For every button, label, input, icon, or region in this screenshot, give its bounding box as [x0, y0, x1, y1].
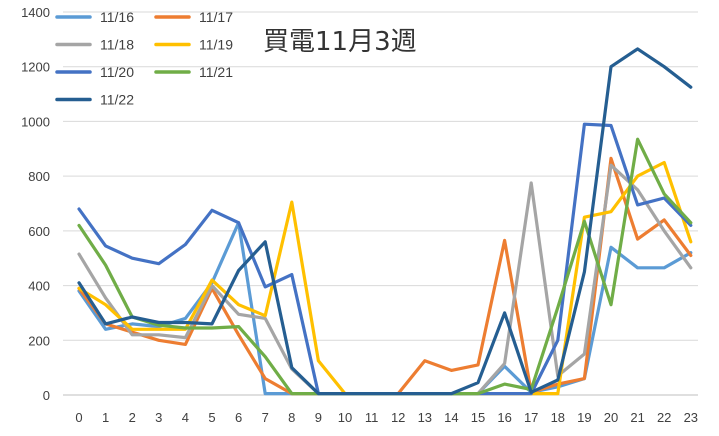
x-tick-label: 14 [444, 410, 458, 425]
x-tick-label: 17 [524, 410, 538, 425]
legend-label: 11/16 [100, 9, 134, 25]
legend-label: 11/17 [199, 9, 233, 25]
x-tick-label: 5 [208, 410, 215, 425]
series-line-11-21 [77, 137, 693, 396]
x-tick-label: 8 [288, 410, 295, 425]
legend-label: 11/20 [100, 64, 134, 80]
y-tick-label: 800 [28, 169, 50, 184]
x-tick-label: 6 [235, 410, 242, 425]
x-tick-label: 11 [365, 410, 379, 425]
x-tick-label: 1 [102, 410, 109, 425]
x-tick-label: 4 [182, 410, 189, 425]
x-tick-label: 23 [684, 410, 698, 425]
legend-label: 11/22 [100, 92, 134, 108]
x-tick-label: 21 [630, 410, 644, 425]
series-lines [77, 47, 693, 396]
x-axis-tick-labels: 0 1 2 3 4 5 6 7 8 9 10 11 12 13 14 15 16 17 18 19 20 21 22 23 [75, 410, 698, 425]
legend-label: 11/21 [199, 64, 233, 80]
series-line-11-19 [77, 160, 693, 396]
x-tick-label: 18 [551, 410, 565, 425]
y-tick-label: 200 [28, 333, 50, 348]
chart-title: 買電11月3週 [263, 27, 417, 57]
y-tick-label: 1200 [21, 60, 50, 75]
legend-label: 11/18 [100, 37, 134, 53]
x-tick-label: 22 [657, 410, 671, 425]
x-tick-label: 12 [391, 410, 405, 425]
x-tick-label: 3 [155, 410, 162, 425]
x-tick-label: 2 [129, 410, 136, 425]
x-tick-label: 13 [418, 410, 432, 425]
y-tick-label: 600 [28, 224, 50, 239]
y-tick-label: 1400 [21, 5, 50, 20]
x-tick-label: 20 [604, 410, 618, 425]
y-tick-label: 400 [28, 279, 50, 294]
gridlines [63, 11, 698, 396]
x-tick-label: 9 [315, 410, 322, 425]
series-line-11-17 [77, 156, 693, 396]
legend-label: 11/19 [199, 37, 233, 53]
x-tick-label: 16 [497, 410, 511, 425]
y-tick-label: 0 [43, 388, 50, 403]
x-tick-label: 0 [75, 410, 82, 425]
series-line-11-18 [77, 163, 693, 396]
x-tick-label: 19 [577, 410, 591, 425]
x-tick-label: 10 [338, 410, 352, 425]
series-line-11-22 [77, 47, 693, 396]
legend: 11/16 11/17 11/18 11/19 11/20 11/21 11/22 [55, 9, 233, 108]
x-tick-label: 7 [262, 410, 269, 425]
y-tick-label: 1000 [21, 114, 50, 129]
y-axis-tick-labels: 0 200 400 600 800 1000 1200 1400 [21, 5, 50, 403]
x-tick-label: 15 [471, 410, 485, 425]
